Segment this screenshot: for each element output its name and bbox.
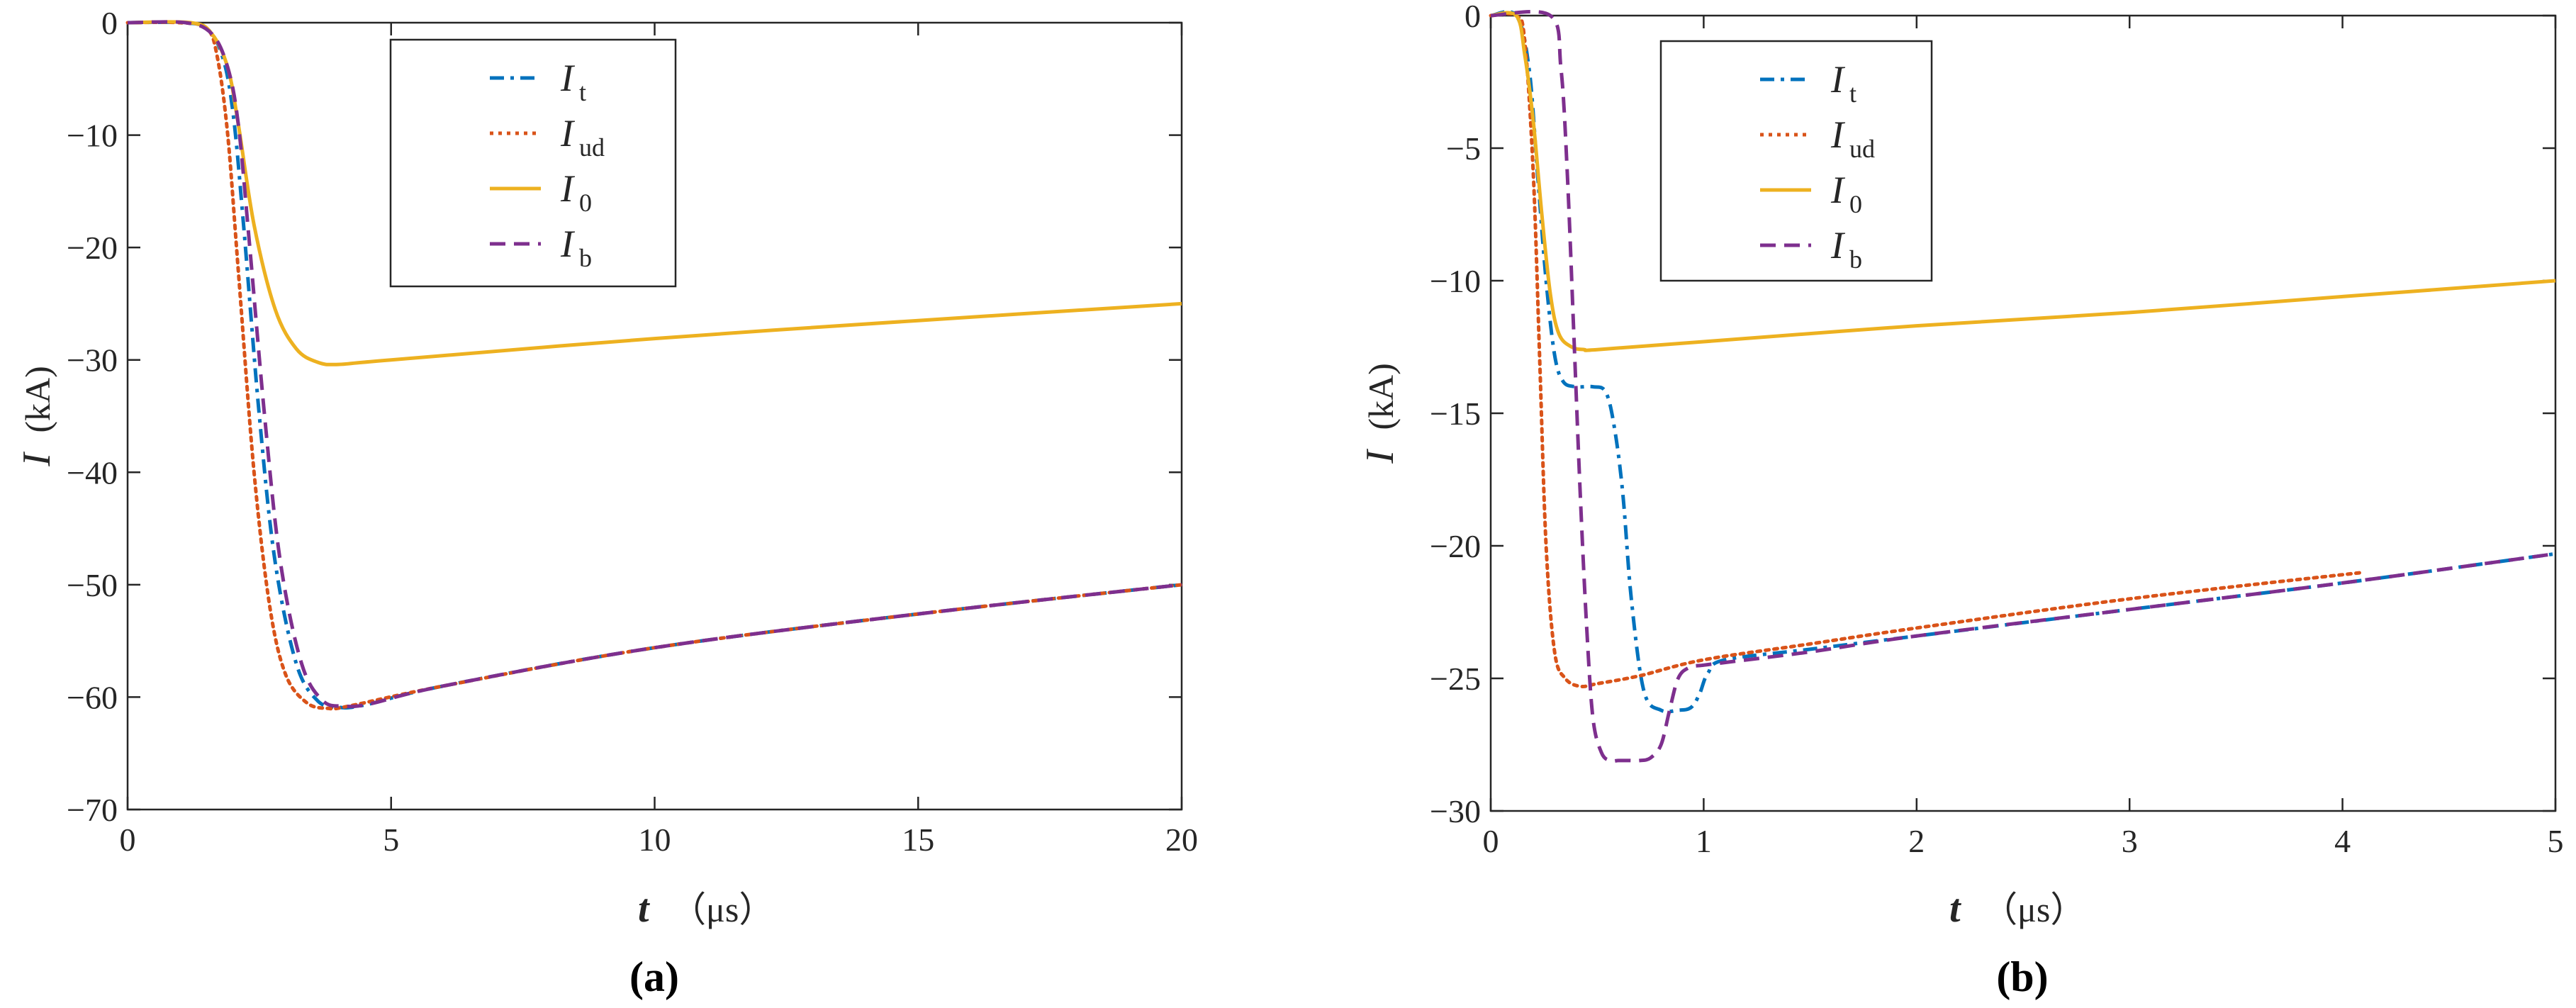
- x-tick-label: 5: [2548, 823, 2564, 859]
- y-tick-label: 0: [101, 5, 118, 41]
- y-tick-label: −20: [67, 230, 118, 266]
- x-tick-label: 0: [120, 822, 136, 858]
- panel-b-caption: (b): [1996, 953, 2048, 1000]
- y-tick-label: −25: [1430, 661, 1481, 697]
- x-tick-label: 15: [902, 822, 934, 858]
- series-line-i-ud: [1489, 11, 2366, 689]
- series-line-i-b: [127, 20, 1182, 709]
- panel-b-y-axis-label: I (kA): [1358, 363, 1402, 464]
- panel-b-axes-box: [1489, 14, 2557, 812]
- panel-b-y-ticks: 0 −5 −10 −15 −20 −25 −30: [1430, 0, 2555, 829]
- panel-b-y-axis-unit: (kA): [1361, 363, 1401, 430]
- series-line-i-ud: [125, 20, 1184, 711]
- panel-b-x-axis-variable: t: [1949, 887, 1961, 931]
- series-line-i-0: [1490, 11, 2556, 352]
- series-line-i-t: [1490, 10, 2556, 714]
- y-tick-label: 0: [1465, 0, 1481, 34]
- x-tick-label: 20: [1165, 822, 1198, 858]
- panel-a-caption: (a): [629, 953, 679, 1000]
- y-tick-label: −60: [67, 679, 118, 715]
- panel-b-x-axis-unit: （μs）: [1982, 890, 2085, 929]
- x-tick-label: 3: [2122, 823, 2138, 859]
- panel-b-x-axis-label: t （μs）: [1949, 887, 2085, 931]
- panel-a-x-axis-variable: t: [638, 887, 650, 931]
- x-tick-label: 5: [383, 822, 399, 858]
- x-tick-label: 10: [639, 822, 671, 858]
- x-tick-label: 4: [2334, 823, 2351, 859]
- panel-a-y-ticks: 0 −10 −20 −30 −40 −50 −60 −70: [67, 5, 1182, 828]
- panel-a-y-axis-variable: I: [15, 452, 59, 467]
- panel-a-x-axis-label: t （μs）: [638, 887, 774, 931]
- series-line-i-b: [1490, 9, 2556, 763]
- panel-a-series: [125, 20, 1184, 711]
- panel-b-y-axis-variable: I: [1358, 449, 1402, 464]
- y-tick-label: −10: [1430, 263, 1481, 299]
- panel-b-series: [1489, 9, 2556, 763]
- y-tick-label: −50: [67, 567, 118, 603]
- y-tick-label: −30: [1430, 793, 1481, 829]
- y-tick-label: −10: [67, 118, 118, 154]
- legend-box: [389, 38, 677, 288]
- x-tick-label: 0: [1483, 823, 1499, 859]
- y-tick-label: −5: [1446, 130, 1481, 167]
- y-tick-label: −15: [1430, 396, 1481, 432]
- series-line-i-0: [127, 20, 1182, 366]
- panel-a-y-axis-label: I (kA): [15, 366, 59, 467]
- y-tick-label: −30: [67, 342, 118, 379]
- y-tick-label: −20: [1430, 528, 1481, 564]
- x-tick-label: 1: [1696, 823, 1712, 859]
- panel-a-x-axis-unit: （μs）: [671, 890, 774, 929]
- x-tick-label: 2: [1908, 823, 1925, 859]
- y-tick-label: −70: [67, 792, 118, 828]
- y-tick-label: −40: [67, 454, 118, 491]
- panel-b-x-ticks: 0 1 2 3 4 5: [1483, 16, 2564, 859]
- panel-a-x-ticks: 0 5 10 15 20: [120, 23, 1198, 858]
- series-line-i-t: [127, 20, 1182, 710]
- panel-a-y-axis-unit: (kA): [18, 366, 57, 432]
